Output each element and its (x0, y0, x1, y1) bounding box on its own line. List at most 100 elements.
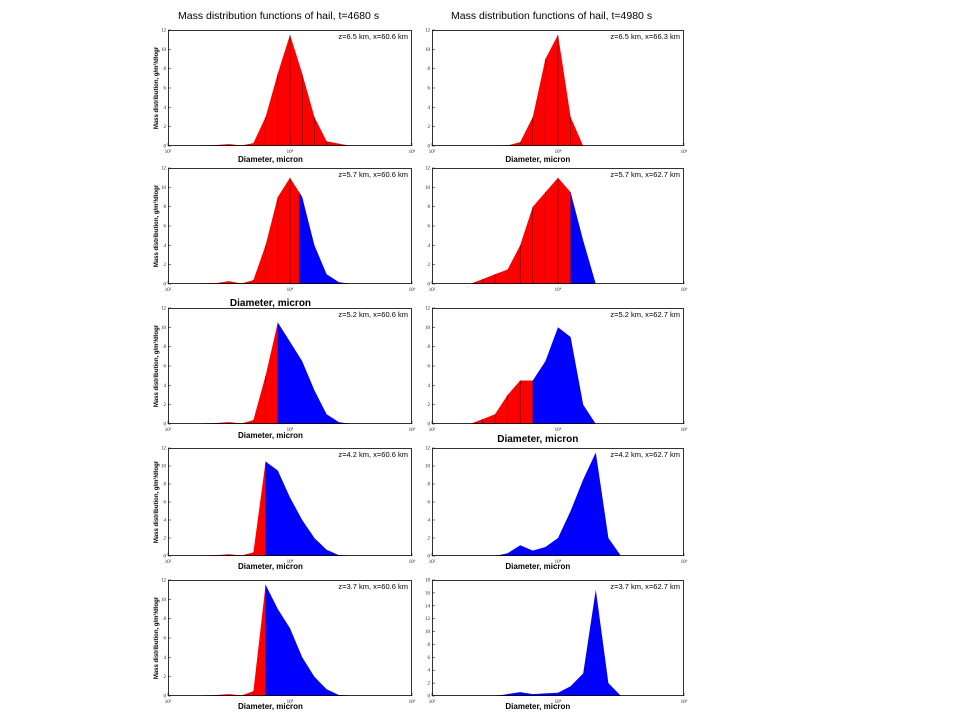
y-tick-label: 2 (164, 263, 167, 268)
y-tick-label: 10 (161, 598, 167, 603)
y-tick-label: 10 (425, 326, 431, 331)
area-small-fraction (432, 380, 533, 424)
x-tick-label: 10⁴ (555, 149, 562, 155)
y-tick-label: 0 (164, 145, 167, 150)
area-large-fraction (277, 322, 412, 424)
y-tick-label: 2 (164, 537, 167, 542)
area-large-fraction (532, 327, 684, 424)
panel-annotation: z=5.2 km, x=62.7 km (610, 310, 680, 319)
y-tick-label: 0 (428, 283, 431, 288)
y-tick-label: 18 (425, 579, 431, 584)
y-tick-label: 4 (428, 669, 431, 674)
x-tick-label: 10⁴ (287, 149, 294, 155)
y-tick-label: 4 (164, 384, 167, 389)
y-tick-label: 10 (161, 326, 167, 331)
y-tick-label: 0 (164, 423, 167, 428)
y-axis-label: Mass distribution, g/m³/dlogr (153, 460, 160, 543)
y-tick-label: 12 (161, 447, 167, 452)
y-tick-label: 4 (164, 244, 167, 249)
y-tick-label: 12 (425, 447, 431, 452)
x-tick-label: 10² (429, 559, 436, 565)
x-tick-label: 10² (429, 287, 436, 293)
y-tick-label: 0 (428, 555, 431, 560)
title-left: Mass distribution functions of hail, t=4… (178, 10, 380, 22)
axes-frame (432, 580, 684, 696)
y-tick-label: 0 (164, 695, 167, 700)
y-axis-label: Mass distribution, g/m³/dlogr (153, 46, 160, 129)
x-tick-label: 10⁴ (287, 427, 294, 433)
x-tick-label: 10⁴ (555, 287, 562, 293)
y-tick-label: 4 (428, 106, 431, 111)
y-tick-label: 0 (428, 423, 431, 428)
area-small-fraction (432, 177, 571, 284)
x-tick-label: 10⁶ (409, 427, 416, 433)
area-large-fraction (432, 452, 684, 556)
y-tick-label: 2 (428, 263, 431, 268)
x-tick-label: 10² (165, 287, 172, 293)
y-tick-label: 8 (164, 483, 167, 488)
x-tick-label: 10⁶ (409, 559, 416, 565)
panel-annotation: z=5.7 km, x=62.7 km (610, 170, 680, 179)
x-axis-label: Diameter, micron (505, 155, 570, 164)
area-large-fraction (570, 192, 684, 284)
y-tick-label: 10 (425, 186, 431, 191)
y-tick-label: 2 (428, 682, 431, 687)
chart-panel-left-0: 0 2 4 6 8 10 12 10² 10⁴ 10⁶ z=6.5 km, x=60.6 km Dia… (153, 29, 416, 165)
y-tick-label: 8 (428, 643, 431, 648)
y-tick-label: 8 (428, 205, 431, 210)
x-tick-label: 10⁴ (555, 699, 562, 705)
y-tick-label: 2 (428, 537, 431, 542)
x-axis-label: Diameter, micron (230, 298, 311, 309)
y-tick-label: 2 (428, 125, 431, 130)
y-tick-label: 6 (428, 501, 431, 506)
y-tick-label: 6 (164, 87, 167, 92)
x-tick-label: 10⁴ (287, 699, 294, 705)
chart-svg-right-2: 0 2 4 6 8 10 12 10² 10⁴ 10⁶ z=5.2 km, x=62.7 km Dia… (425, 307, 688, 446)
panel-annotation: z=6.5 km, x=66.3 km (610, 32, 680, 41)
x-tick-label: 10² (429, 699, 436, 705)
x-tick-label: 10⁶ (409, 699, 416, 705)
y-tick-label: 8 (164, 617, 167, 622)
chart-panel-right-1: 0 2 4 6 8 10 12 10² 10⁴ 10⁶ z=5.7 km, x=62.7 km (425, 167, 688, 294)
chart-svg-right-3: 0 2 4 6 8 10 12 10² 10⁴ 10⁶ z=4.2 km, x=62.7 km Dia… (425, 447, 688, 572)
panel-annotation: z=5.7 km, x=60.6 km (338, 170, 408, 179)
chart-svg-right-0: 0 2 4 6 8 10 12 10² 10⁴ 10⁶ z=6.5 km, x=66.3 km Dia… (425, 29, 688, 165)
y-tick-label: 12 (425, 307, 431, 312)
y-tick-label: 6 (428, 656, 431, 661)
y-tick-label: 12 (425, 29, 431, 34)
panel-annotation: z=3.7 km, x=60.6 km (338, 582, 408, 591)
y-tick-label: 8 (428, 483, 431, 488)
chart-panel-right-0: 0 2 4 6 8 10 12 10² 10⁴ 10⁶ z=6.5 km, x=66.3 km Dia… (425, 29, 688, 165)
x-tick-label: 10² (165, 699, 172, 705)
y-tick-label: 6 (164, 637, 167, 642)
panel-annotation: z=5.2 km, x=60.6 km (338, 310, 408, 319)
y-tick-label: 6 (428, 87, 431, 92)
x-axis-label: Diameter, micron (497, 434, 578, 445)
y-tick-label: 2 (428, 403, 431, 408)
y-axis-label: Mass distribution, g/m³/dlogr (153, 324, 160, 407)
y-tick-label: 2 (164, 675, 167, 680)
x-axis-label: Diameter, micron (238, 562, 303, 571)
chart-svg-left-4: 0 2 4 6 8 10 12 10² 10⁴ 10⁶ z=3.7 km, x=60.6 km Dia… (153, 579, 416, 712)
x-axis-label: Diameter, micron (505, 702, 570, 711)
y-tick-label: 4 (164, 656, 167, 661)
y-tick-label: 4 (428, 244, 431, 249)
x-tick-label: 10⁶ (681, 427, 688, 433)
y-tick-label: 12 (161, 29, 167, 34)
y-tick-label: 12 (161, 167, 167, 172)
y-tick-label: 16 (425, 591, 431, 596)
chart-panel-right-3: 0 2 4 6 8 10 12 10² 10⁴ 10⁶ z=4.2 km, x=62.7 km Dia… (425, 447, 688, 572)
y-tick-label: 0 (428, 695, 431, 700)
y-tick-label: 2 (164, 125, 167, 130)
x-tick-label: 10² (429, 427, 436, 433)
y-tick-label: 8 (164, 345, 167, 350)
x-tick-label: 10² (165, 559, 172, 565)
y-tick-label: 4 (164, 519, 167, 524)
x-tick-label: 10⁶ (409, 287, 416, 293)
title-right: Mass distribution functions of hail, t=4… (451, 10, 653, 22)
chart-svg-right-1: 0 2 4 6 8 10 12 10² 10⁴ 10⁶ z=5.7 km, x=62.7 km (425, 167, 688, 294)
x-tick-label: 10⁶ (681, 287, 688, 293)
y-tick-label: 6 (428, 225, 431, 230)
y-tick-label: 0 (164, 555, 167, 560)
